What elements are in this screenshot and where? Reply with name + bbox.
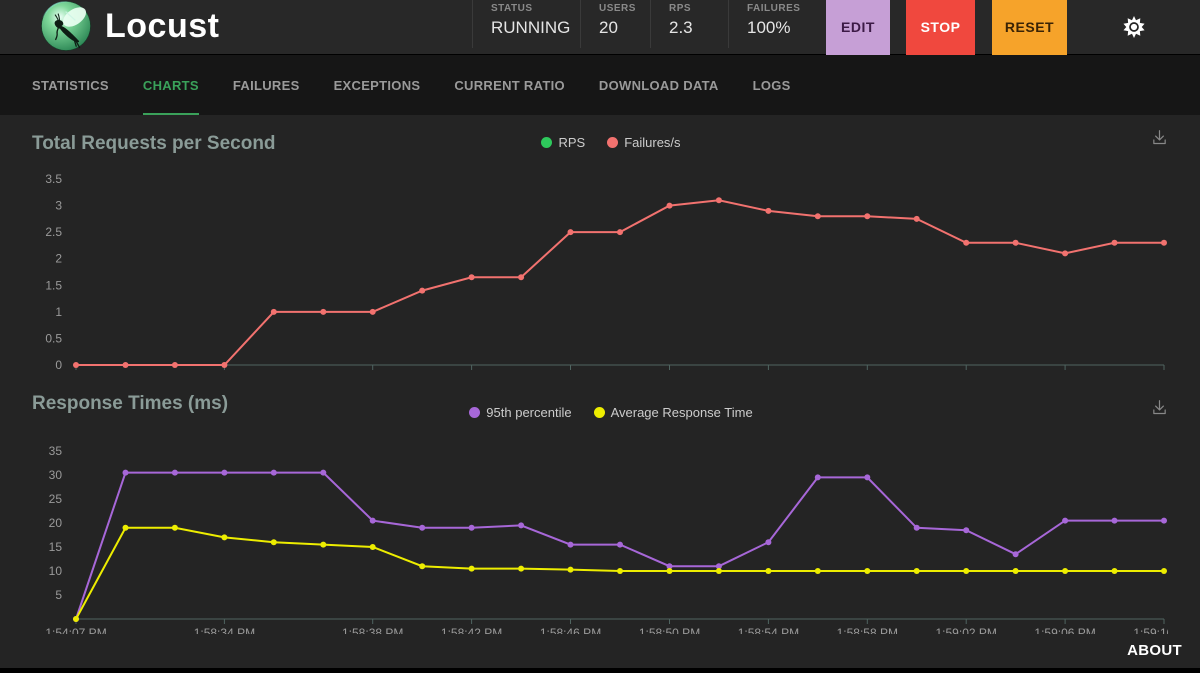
svg-text:1:58:46 PM: 1:58:46 PM (540, 626, 601, 634)
svg-text:1:58:42 PM: 1:58:42 PM (441, 626, 502, 634)
svg-text:1:59:10 PM: 1:59:10 PM (1133, 372, 1168, 374)
svg-text:35: 35 (49, 444, 63, 458)
svg-text:1:59:02 PM: 1:59:02 PM (936, 372, 997, 374)
svg-text:1:59:02 PM: 1:59:02 PM (936, 626, 997, 634)
svg-text:5: 5 (55, 588, 62, 602)
svg-text:1:58:54 PM: 1:58:54 PM (738, 626, 799, 634)
svg-text:1:58:54 PM: 1:58:54 PM (738, 372, 799, 374)
svg-text:0.5: 0.5 (45, 331, 62, 345)
svg-text:10: 10 (49, 564, 63, 578)
svg-text:25: 25 (49, 492, 63, 506)
svg-text:1:58:42 PM: 1:58:42 PM (441, 372, 502, 374)
svg-text:1:58:46 PM: 1:58:46 PM (540, 372, 601, 374)
svg-text:1:58:38 PM: 1:58:38 PM (342, 626, 403, 634)
svg-text:20: 20 (49, 516, 63, 530)
svg-text:1:59:06 PM: 1:59:06 PM (1034, 372, 1095, 374)
svg-text:3.5: 3.5 (45, 172, 62, 186)
svg-text:1:54:07 PM: 1:54:07 PM (45, 626, 106, 634)
svg-text:15: 15 (49, 540, 63, 554)
svg-text:1.5: 1.5 (45, 278, 62, 292)
svg-text:1:58:58 PM: 1:58:58 PM (837, 626, 898, 634)
svg-text:1:58:38 PM: 1:58:38 PM (342, 372, 403, 374)
svg-text:1:58:58 PM: 1:58:58 PM (837, 372, 898, 374)
svg-text:1:54:07 PM: 1:54:07 PM (45, 372, 106, 374)
svg-text:1:58:50 PM: 1:58:50 PM (639, 626, 700, 634)
svg-text:1:58:34 PM: 1:58:34 PM (194, 372, 255, 374)
svg-text:1:58:34 PM: 1:58:34 PM (194, 626, 255, 634)
svg-text:1:59:10 PM: 1:59:10 PM (1133, 626, 1168, 634)
svg-text:1:58:50 PM: 1:58:50 PM (639, 372, 700, 374)
svg-text:1: 1 (55, 305, 62, 319)
svg-text:1:59:06 PM: 1:59:06 PM (1034, 626, 1095, 634)
svg-text:3: 3 (55, 199, 62, 213)
svg-text:2.5: 2.5 (45, 225, 62, 239)
svg-text:2: 2 (55, 252, 62, 266)
svg-text:0: 0 (55, 358, 62, 372)
svg-text:30: 30 (49, 468, 63, 482)
